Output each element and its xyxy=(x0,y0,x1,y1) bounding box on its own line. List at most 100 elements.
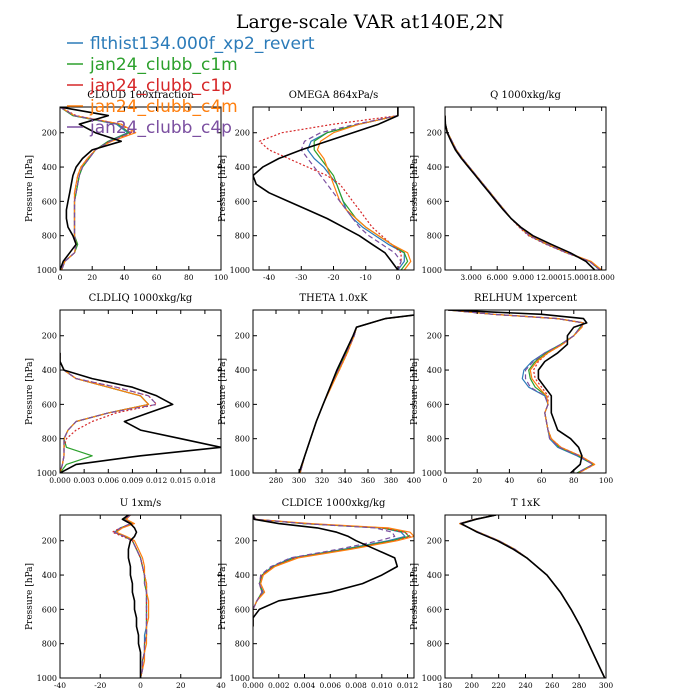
series-line-3 xyxy=(253,515,414,627)
series-line-1 xyxy=(445,115,602,270)
y-tick-label: 600 xyxy=(235,197,250,206)
y-tick-label: 800 xyxy=(235,232,250,241)
x-tick-label: 20 xyxy=(87,273,97,282)
y-axis-label: Pressure [hPa] xyxy=(218,155,228,222)
x-tick-label: 40 xyxy=(216,681,226,690)
x-tick-label: 260 xyxy=(545,681,560,690)
y-tick-label: 800 xyxy=(42,435,57,444)
legend-entry: jan24_clubb_c1m xyxy=(89,55,238,75)
y-tick-label: 800 xyxy=(427,640,442,649)
x-tick-label: -10 xyxy=(360,273,372,282)
series-line-0 xyxy=(299,314,414,473)
x-tick-label: 15.000 xyxy=(562,273,588,282)
series-line-3 xyxy=(299,314,414,473)
x-tick-label: 100 xyxy=(599,476,614,485)
y-tick-label: 800 xyxy=(427,435,442,444)
plot-frame xyxy=(444,106,607,271)
series-group xyxy=(60,352,221,473)
y-tick-label: 600 xyxy=(42,605,57,614)
series-line-3 xyxy=(448,310,596,473)
x-tick-label: 400 xyxy=(407,476,422,485)
y-tick-label: 600 xyxy=(42,197,57,206)
x-tick-label: 0.000 xyxy=(242,681,264,690)
x-tick-label: 6.000 xyxy=(486,273,508,282)
x-tick-label: 9.000 xyxy=(513,273,535,282)
y-tick-label: 1000 xyxy=(230,266,250,275)
x-tick-label: 12.000 xyxy=(536,273,562,282)
y-tick-label: 600 xyxy=(235,605,250,614)
series-line-4 xyxy=(459,515,606,678)
series-line-5 xyxy=(460,515,606,678)
x-tick-label: 0.002 xyxy=(268,681,290,690)
y-tick-label: 800 xyxy=(235,640,250,649)
x-tick-label: -30 xyxy=(295,273,307,282)
series-line-5 xyxy=(121,515,142,678)
panel-title: CLOUD 100xfraction xyxy=(87,90,194,101)
x-tick-label: 40 xyxy=(120,273,130,282)
series-line-5 xyxy=(253,107,399,270)
y-tick-label: 200 xyxy=(42,332,57,341)
x-tick-label: 220 xyxy=(492,681,507,690)
x-tick-label: 0.010 xyxy=(371,681,393,690)
panel-title: U 1xm/s xyxy=(120,498,162,509)
series-line-4 xyxy=(445,115,601,270)
x-tick-label: 20 xyxy=(472,476,482,485)
y-axis-label: Pressure [hPa] xyxy=(410,563,420,630)
y-tick-label: 600 xyxy=(427,197,442,206)
panel-title: RELHUM 1xpercent xyxy=(474,293,577,304)
series-line-3 xyxy=(60,352,150,473)
x-tick-label: 80 xyxy=(184,273,194,282)
series-line-4 xyxy=(299,314,414,473)
series-line-2 xyxy=(60,352,158,473)
x-tick-label: 0.009 xyxy=(122,476,144,485)
x-tick-label: 280 xyxy=(572,681,587,690)
x-tick-label: 180 xyxy=(438,681,453,690)
series-group xyxy=(448,310,596,473)
plot-frame xyxy=(252,514,415,679)
x-tick-label: 0.006 xyxy=(320,681,342,690)
y-tick-label: 200 xyxy=(235,332,250,341)
x-tick-label: 240 xyxy=(518,681,533,690)
series-group xyxy=(459,515,606,678)
y-axis-label: Pressure [hPa] xyxy=(410,358,420,425)
x-tick-label: 0.018 xyxy=(194,476,216,485)
series-line-3 xyxy=(316,107,412,270)
series-line-1 xyxy=(60,352,150,473)
series-line-0 xyxy=(448,310,594,473)
y-tick-label: 1000 xyxy=(37,674,57,683)
series-line-1 xyxy=(299,314,414,473)
series-line-1 xyxy=(60,107,130,270)
series-group xyxy=(445,115,602,270)
panel-2: Q 1000xkg/kg Pressure [hPa] 200 400 600 800 10… xyxy=(410,90,615,282)
y-tick-label: 1000 xyxy=(230,674,250,683)
x-tick-label: 340 xyxy=(338,476,353,485)
x-tick-label: 280 xyxy=(269,476,284,485)
x-tick-label: 380 xyxy=(384,476,399,485)
legend-entry: flthist134.000f_xp2_revert xyxy=(90,34,315,54)
series-group xyxy=(253,107,412,270)
panel-4: THETA 1.0xK Pressure [hPa] 200 400 600 800 100… xyxy=(218,293,421,485)
y-tick-label: 400 xyxy=(235,366,250,375)
series-line-5 xyxy=(253,515,399,627)
y-tick-label: 600 xyxy=(427,605,442,614)
plot-frame xyxy=(252,309,415,474)
x-tick-label: 320 xyxy=(315,476,330,485)
y-tick-label: 400 xyxy=(427,571,442,580)
series-line-5 xyxy=(448,310,588,473)
series-line-0 xyxy=(253,515,406,627)
series-line-3 xyxy=(459,515,606,678)
x-tick-label: 0.012 xyxy=(397,681,419,690)
legend-entry: jan24_clubb_c4m xyxy=(89,97,238,117)
x-tick-label: 3.000 xyxy=(460,273,482,282)
y-tick-label: 1000 xyxy=(37,469,57,478)
series-group xyxy=(298,314,414,473)
series-line-5 xyxy=(298,314,414,473)
x-tick-label: 60 xyxy=(152,273,162,282)
panel-title: Q 1000xkg/kg xyxy=(490,90,561,101)
y-tick-label: 400 xyxy=(42,163,57,172)
